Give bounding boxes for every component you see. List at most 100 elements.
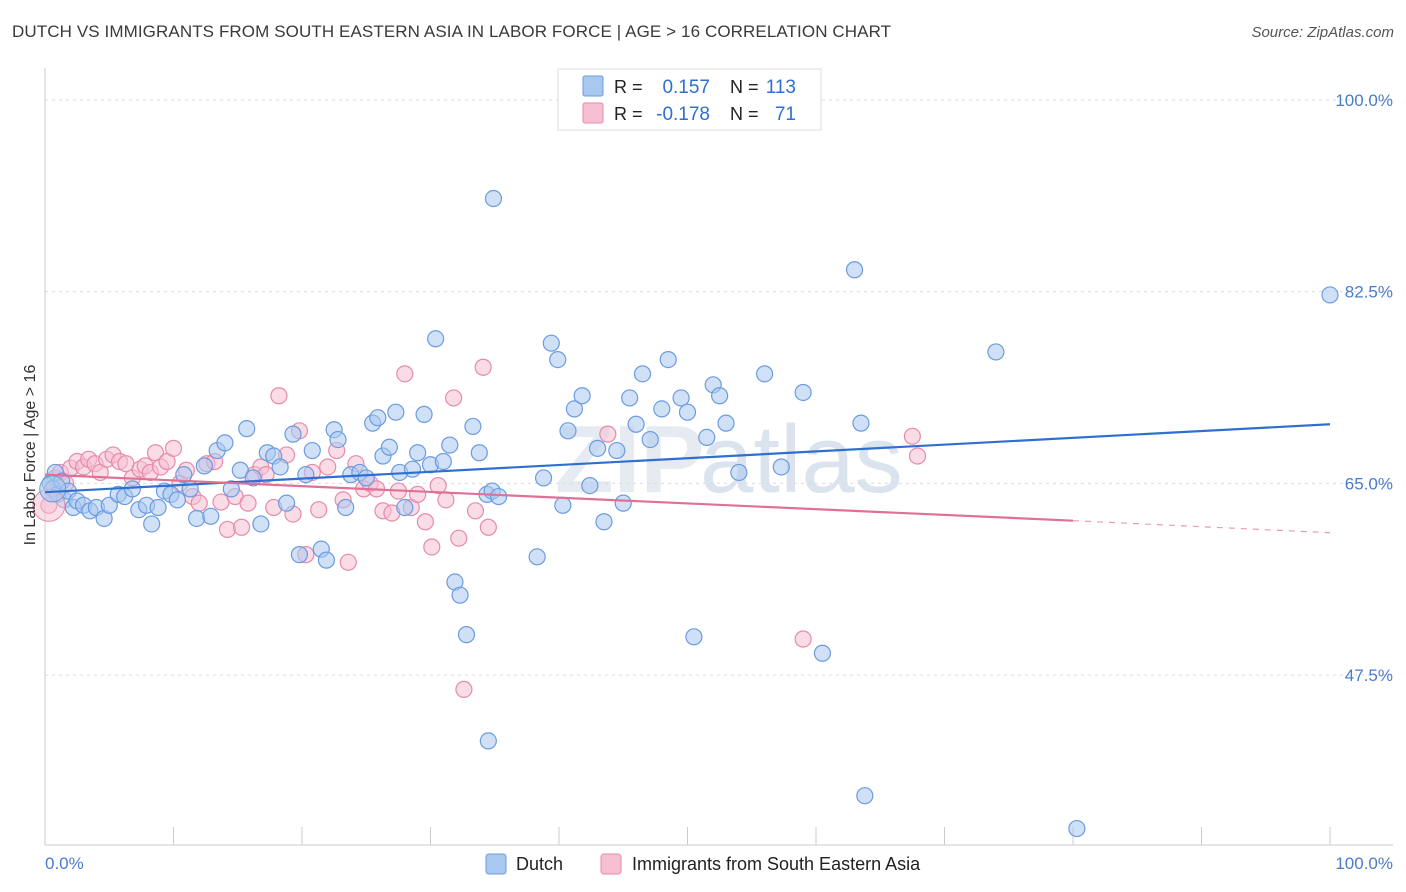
point-dutch-53 xyxy=(369,409,387,427)
point-dutch-24 xyxy=(175,466,193,484)
point-immigrants-44 xyxy=(319,458,337,476)
point-dutch-26 xyxy=(188,509,206,528)
y-axis-label: In Labor Force | Age > 16 xyxy=(22,365,39,546)
legend-swatch-dutch xyxy=(582,75,604,97)
trend-line-immigrants xyxy=(44,473,1074,522)
point-dutch-104 xyxy=(772,458,790,476)
legend-n-value-immigrants: 71 xyxy=(775,104,796,125)
point-dutch-91 xyxy=(633,365,652,383)
point-dutch-69 xyxy=(464,417,482,436)
legend-n-label-immigrants: N = xyxy=(730,104,759,124)
bottom-legend-label-immigrants: Immigrants from South Eastern Asia xyxy=(632,854,921,874)
point-dutch-19 xyxy=(143,515,161,533)
point-dutch-61 xyxy=(415,405,433,423)
point-dutch-60 xyxy=(409,444,427,462)
point-dutch-100 xyxy=(711,387,729,405)
x-tick-label-0: 0.0% xyxy=(45,854,84,873)
point-dutch-64 xyxy=(434,452,452,471)
point-immigrants-59 xyxy=(423,538,441,556)
point-dutch-76 xyxy=(528,548,546,566)
point-dutch-89 xyxy=(621,389,639,407)
point-dutch-33 xyxy=(238,420,256,438)
point-dutch-58 xyxy=(396,498,414,517)
point-dutch-48 xyxy=(337,498,355,517)
point-dutch-73 xyxy=(490,487,508,506)
point-dutch-87 xyxy=(608,441,626,460)
point-dutch-51 xyxy=(357,469,375,487)
point-immigrants-21 xyxy=(164,439,183,457)
point-dutch-23 xyxy=(168,491,186,509)
point-dutch-65 xyxy=(441,436,459,454)
bottom-legend: Dutch Immigrants from South Eastern Asia xyxy=(485,853,921,875)
y-tick-label-0: 100.0% xyxy=(1335,91,1393,110)
point-dutch-95 xyxy=(672,389,690,407)
point-dutch-74 xyxy=(479,732,497,750)
point-immigrants-31 xyxy=(233,518,251,536)
point-dutch-85 xyxy=(588,439,607,457)
point-dutch-78 xyxy=(542,334,560,352)
legend-r-label-dutch: R = xyxy=(614,77,643,97)
point-immigrants-29 xyxy=(218,520,237,539)
point-immigrants-55 xyxy=(396,365,414,383)
point-immigrants-57 xyxy=(409,485,427,503)
point-dutch-43 xyxy=(303,441,321,460)
x-tick-label-1: 100.0% xyxy=(1335,854,1393,873)
point-dutch-107 xyxy=(845,261,864,279)
point-dutch-83 xyxy=(573,387,591,405)
point-dutch-81 xyxy=(559,422,577,440)
point-immigrants-25 xyxy=(190,494,208,512)
point-dutch-97 xyxy=(685,628,703,646)
point-immigrants-61 xyxy=(437,491,455,509)
point-dutch-35 xyxy=(252,515,270,533)
y-tick-label-3: 47.5% xyxy=(1345,666,1393,685)
legend-r-value-dutch: 0.157 xyxy=(662,77,710,98)
point-immigrants-64 xyxy=(455,680,473,699)
point-dutch-110 xyxy=(987,343,1005,361)
trend-line-dutch xyxy=(44,423,1331,494)
point-dutch-88 xyxy=(614,494,632,512)
legend-swatch-immigrants xyxy=(582,102,604,124)
y-tick-labels: 100.0% 82.5% 65.0% 47.5% xyxy=(1335,91,1393,685)
y-tick-label-1: 82.5% xyxy=(1345,283,1393,302)
legend-n-value-dutch: 113 xyxy=(766,77,796,98)
point-dutch-82 xyxy=(565,400,584,418)
point-dutch-84 xyxy=(581,477,599,495)
point-dutch-55 xyxy=(380,438,398,456)
axes xyxy=(44,68,1393,846)
point-dutch-98 xyxy=(698,428,716,446)
point-immigrants-37 xyxy=(270,387,288,405)
bottom-legend-label-dutch: Dutch xyxy=(516,854,563,874)
point-dutch-56 xyxy=(387,403,405,421)
point-dutch-102 xyxy=(730,463,748,482)
chart-title: DUTCH VS IMMIGRANTS FROM SOUTH EASTERN A… xyxy=(12,22,892,41)
point-immigrants-65 xyxy=(466,502,485,520)
point-dutch-47 xyxy=(329,430,347,449)
point-dutch-111 xyxy=(1068,819,1086,838)
point-dutch-28 xyxy=(202,507,220,525)
legend-r-value-immigrants: -0.178 xyxy=(656,104,710,125)
legend-n-label-dutch: N = xyxy=(730,77,759,97)
point-dutch-31 xyxy=(222,480,240,498)
point-dutch-96 xyxy=(678,403,697,421)
chart-source: Source: ZipAtlas.com xyxy=(1251,24,1394,41)
point-immigrants-69 xyxy=(794,630,812,648)
point-dutch-109 xyxy=(856,787,874,805)
point-dutch-40 xyxy=(284,425,302,443)
point-immigrants-60 xyxy=(429,477,447,495)
point-dutch-41 xyxy=(290,546,309,564)
point-dutch-101 xyxy=(717,414,735,432)
point-dutch-20 xyxy=(149,498,167,517)
point-dutch-32 xyxy=(231,461,249,479)
point-dutch-75 xyxy=(484,189,503,208)
bottom-legend-swatch-dutch xyxy=(485,853,507,875)
point-immigrants-47 xyxy=(339,553,357,571)
point-immigrants-58 xyxy=(416,513,434,531)
point-dutch-63 xyxy=(427,330,445,348)
point-dutch-92 xyxy=(641,430,659,449)
point-immigrants-43 xyxy=(310,501,328,519)
point-immigrants-63 xyxy=(450,529,468,547)
point-dutch-106 xyxy=(813,644,832,662)
point-dutch-93 xyxy=(653,400,671,418)
point-immigrants-70 xyxy=(903,427,921,445)
point-dutch-77 xyxy=(534,469,553,487)
